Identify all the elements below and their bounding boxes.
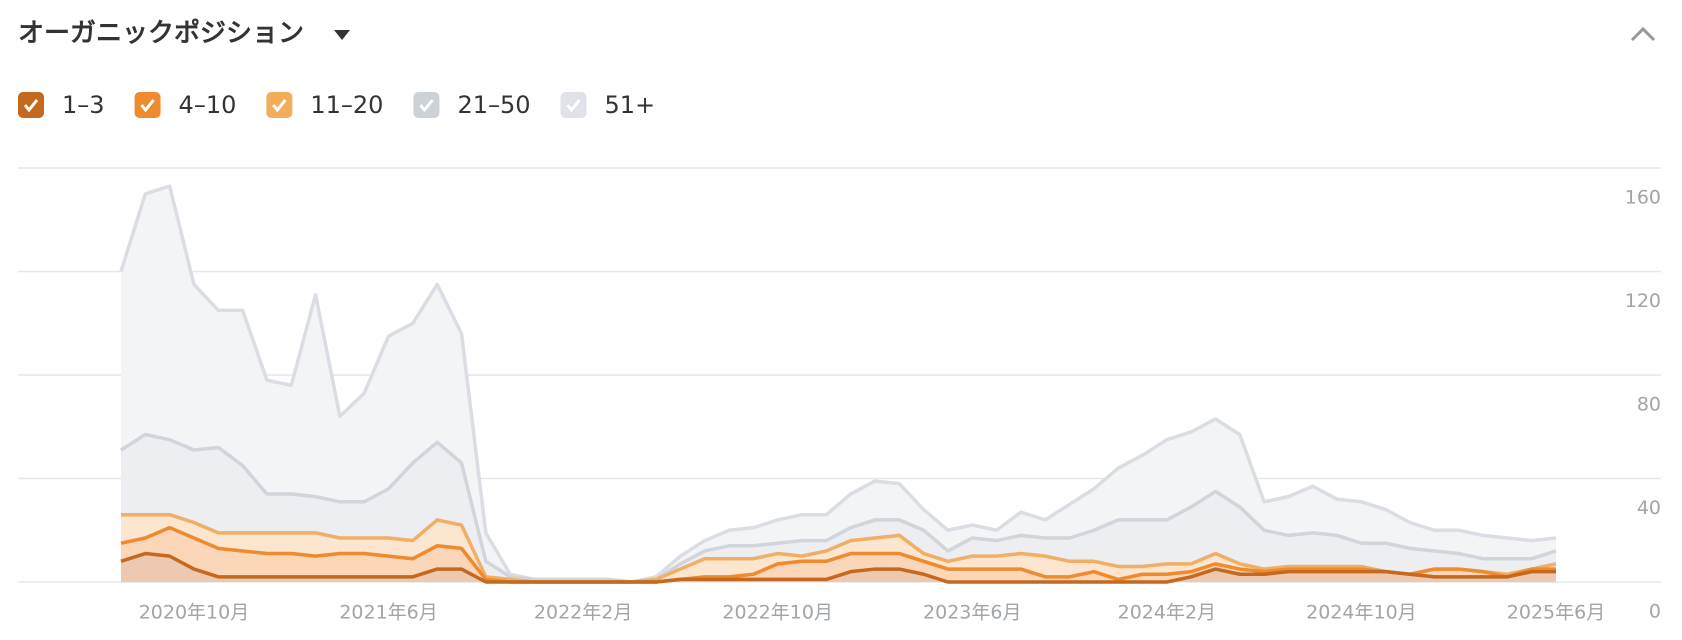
plot-area: 0 40 80 120 160 2020年10月 2021年6月 2022年2月 2022年10… xyxy=(18,167,1661,624)
x-tick-label: 2024年10月 xyxy=(1306,602,1417,624)
legend-checkbox[interactable] xyxy=(413,92,440,118)
x-tick-label: 2022年2月 xyxy=(534,602,632,624)
legend-check xyxy=(272,99,287,113)
legend-check xyxy=(419,99,434,113)
y-tick-label: 160 xyxy=(1625,187,1661,209)
legend-label: 11–20 xyxy=(310,91,383,119)
y-tick-label: 0 xyxy=(1649,601,1661,623)
legend-check xyxy=(140,99,155,113)
x-tick-label: 2024年2月 xyxy=(1118,602,1216,624)
legend: 1–3 4–10 11–20 21–50 51+ xyxy=(18,91,655,119)
series-line xyxy=(120,525,1556,584)
legend-label: 51+ xyxy=(605,91,656,119)
legend-item[interactable]: 21–50 xyxy=(413,91,531,119)
x-tick-label: 2020年10月 xyxy=(139,602,250,624)
y-tick-label: 80 xyxy=(1637,394,1661,416)
legend-label: 1–3 xyxy=(62,91,105,119)
legend-item[interactable]: 11–20 xyxy=(266,91,383,119)
legend-check xyxy=(566,99,581,113)
legend-checkbox[interactable] xyxy=(18,92,44,118)
legend-item[interactable]: 1–3 xyxy=(18,91,105,119)
series-line xyxy=(119,184,1557,584)
legend-checkbox[interactable] xyxy=(134,92,161,118)
y-tick-label: 40 xyxy=(1637,497,1661,519)
series-line xyxy=(120,432,1557,584)
chart-title: オーガニックポジション xyxy=(18,18,304,49)
legend-checkbox[interactable] xyxy=(560,92,587,118)
x-tick-label: 2021年6月 xyxy=(339,602,437,624)
legend-item[interactable]: 51+ xyxy=(560,91,656,119)
x-tick-label: 2022年10月 xyxy=(722,602,833,624)
series-line xyxy=(120,551,1556,584)
legend-check xyxy=(23,99,39,113)
legend-checkbox[interactable] xyxy=(266,92,293,118)
dropdown-arrow[interactable] xyxy=(334,30,350,40)
legend-item[interactable]: 4–10 xyxy=(134,91,237,119)
x-tick-label: 2023年6月 xyxy=(923,602,1021,624)
series-line xyxy=(121,512,1557,584)
legend-label: 4–10 xyxy=(179,91,237,119)
legend-label: 21–50 xyxy=(457,91,530,119)
collapse-button[interactable] xyxy=(1630,26,1656,42)
y-tick-label: 120 xyxy=(1625,290,1661,312)
x-tick-label: 2025年6月 xyxy=(1507,602,1605,624)
area xyxy=(121,434,1556,582)
